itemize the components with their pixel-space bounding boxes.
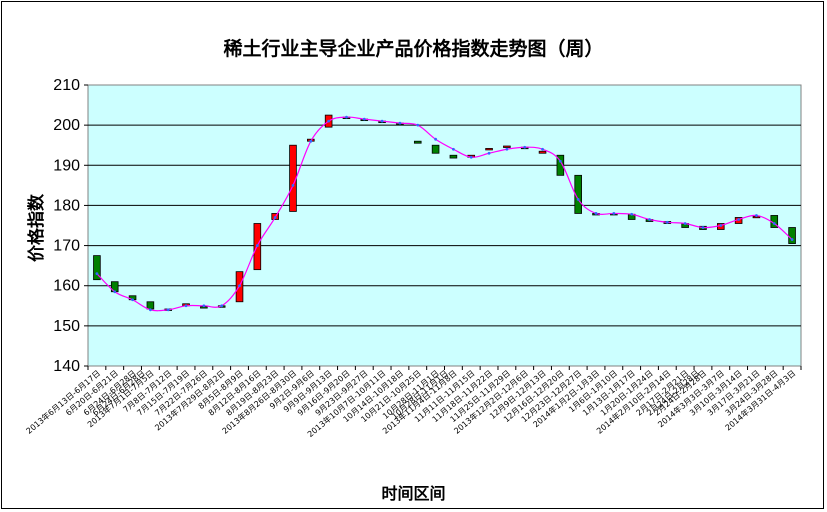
trend-point (790, 238, 794, 241)
candle-bar (93, 255, 101, 281)
candle-bar (485, 148, 493, 151)
chart-title: 稀土行业主导企业产品价格指数走势图（周） (223, 38, 604, 60)
trend-point (113, 290, 117, 294)
trend-point (683, 222, 687, 225)
trend-point (737, 218, 741, 221)
trend-point (184, 304, 188, 308)
trend-point (238, 284, 241, 288)
trend-point (362, 117, 366, 121)
trend-point (576, 198, 580, 201)
trend-point (220, 304, 224, 308)
trend-point (665, 220, 669, 224)
trend-point (487, 151, 491, 155)
y-tick-label: 140 (53, 358, 80, 375)
y-tick-label: 190 (53, 157, 80, 174)
trend-point (719, 224, 723, 227)
candle-bar (556, 154, 565, 176)
trend-point (273, 216, 277, 219)
trend-point (505, 147, 509, 151)
y-tick-label: 210 (53, 77, 80, 94)
trend-point (398, 121, 402, 125)
y-tick-label: 170 (53, 238, 80, 255)
trend-point (648, 218, 651, 221)
candle-bar (449, 154, 458, 159)
y-tick-label: 150 (53, 318, 80, 335)
trend-point (434, 137, 437, 141)
trend-point (327, 119, 331, 123)
trend-point (612, 212, 616, 215)
candle-bar (503, 145, 511, 148)
trend-point (523, 145, 527, 149)
trend-point (166, 308, 170, 312)
trend-point (345, 115, 348, 119)
trend-point (541, 147, 544, 151)
trend-point (131, 298, 134, 302)
candle-bar (146, 301, 155, 310)
trend-point (202, 304, 206, 308)
trend-point (148, 308, 152, 312)
trend-point (309, 139, 313, 143)
trend-point (255, 244, 259, 247)
candle-bar (431, 144, 440, 154)
trend-point (755, 214, 758, 217)
trend-point (772, 222, 776, 225)
trend-point (701, 226, 705, 229)
trend-point (380, 119, 384, 123)
y-tick-label: 180 (53, 197, 80, 214)
y-tick-label: 160 (53, 278, 80, 295)
candle-bar (788, 227, 796, 244)
trend-point (630, 212, 634, 216)
trend-point (416, 123, 420, 127)
y-tick-label: 200 (53, 117, 80, 134)
trend-point (452, 147, 455, 151)
trend-point (469, 155, 473, 159)
trend-point (558, 159, 562, 163)
x-axis-label: 时间区间 (381, 484, 446, 503)
trend-point (594, 212, 598, 215)
trend-line (96, 116, 793, 312)
trend-point (95, 272, 99, 276)
candle-bar (413, 140, 422, 144)
trend-point (291, 183, 295, 187)
candle-bar (538, 150, 547, 154)
